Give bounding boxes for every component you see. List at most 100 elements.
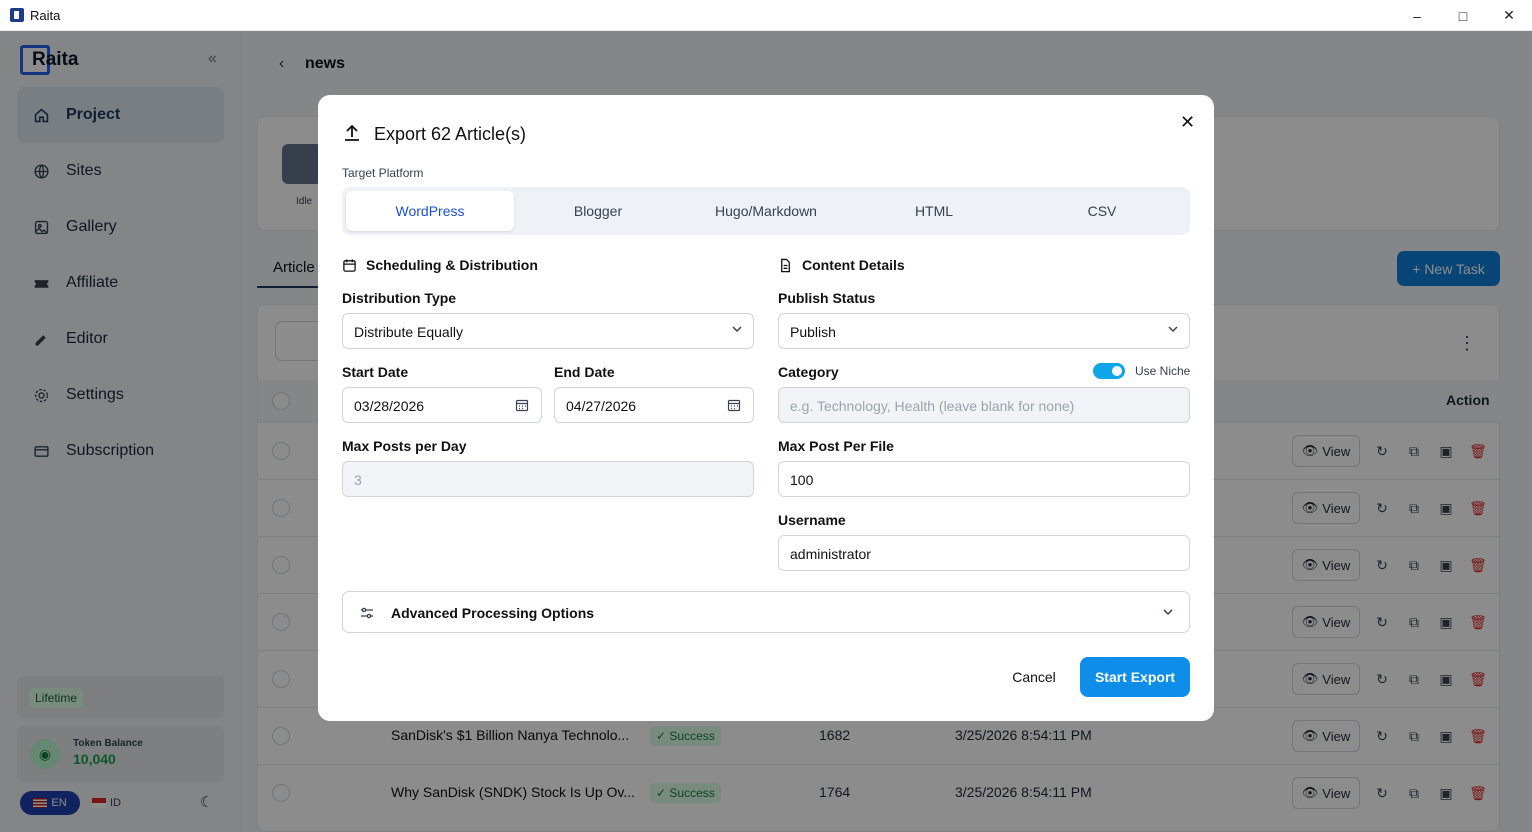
collapse-sidebar-icon[interactable]: « — [208, 50, 217, 67]
minimize-button[interactable]: – — [1413, 7, 1421, 24]
token-balance-card: ◉ Token Balance 10,040 — [17, 726, 224, 782]
row-title[interactable]: SanDisk's $1 Billion Nanya Technolo... — [391, 727, 630, 743]
copy-icon[interactable]: ⧉ — [1409, 727, 1419, 744]
view-button[interactable]: 👁 View — [1292, 720, 1360, 752]
copy-icon[interactable]: ⧉ — [1409, 670, 1419, 687]
end-date-input[interactable]: 04/27/2026 — [554, 387, 754, 423]
end-date-value: 04/27/2026 — [566, 398, 637, 414]
calendar-picker-icon[interactable] — [727, 398, 741, 412]
platform-wordpress[interactable]: WordPress — [346, 191, 514, 231]
image-icon[interactable]: ▣ — [1439, 442, 1453, 459]
bot-icon — [282, 144, 322, 184]
distribution-type-select[interactable]: Distribute Equally — [342, 313, 754, 349]
refresh-icon[interactable]: ↻ — [1376, 613, 1388, 630]
refresh-icon[interactable]: ↻ — [1376, 499, 1388, 516]
publish-status-select[interactable]: Publish — [778, 313, 1190, 349]
platform-html[interactable]: HTML — [914, 203, 954, 219]
export-dialog: Export 62 Article(s) ✕ Target Platform W… — [318, 95, 1214, 721]
select-all-checkbox[interactable] — [272, 392, 290, 410]
trash-icon[interactable]: 🗑 — [1469, 442, 1487, 459]
copy-icon[interactable]: ⧉ — [1409, 442, 1419, 459]
sidebar-item-label: Sites — [66, 162, 102, 179]
sidebar-item-gallery[interactable]: Gallery — [17, 199, 224, 255]
view-button[interactable]: 👁 View — [1292, 492, 1360, 524]
sidebar-item-subscription[interactable]: Subscription — [17, 423, 224, 479]
row-title[interactable]: Why SanDisk (SNDK) Stock Is Up Ov... — [391, 784, 636, 800]
platform-hugo-markdown[interactable]: Hugo/Markdown — [715, 203, 817, 219]
copy-icon[interactable]: ⧉ — [1409, 499, 1419, 516]
start-export-button[interactable]: Start Export — [1080, 657, 1190, 697]
row-checkbox[interactable] — [272, 613, 290, 631]
tab-article[interactable]: Article — [257, 246, 327, 288]
category-input[interactable]: e.g. Technology, Health (leave blank for… — [778, 387, 1190, 423]
maximize-button[interactable]: □ — [1458, 7, 1468, 24]
sidebar-item-editor[interactable]: Editor — [17, 311, 224, 367]
sidebar-item-affiliate[interactable]: Affiliate — [17, 255, 224, 311]
platform-csv[interactable]: CSV — [1087, 203, 1117, 219]
status-label: Idle — [296, 196, 313, 207]
image-icon — [34, 220, 49, 234]
image-icon[interactable]: ▣ — [1439, 613, 1453, 630]
max-post-per-file-input[interactable]: 100 — [778, 461, 1190, 497]
new-task-button[interactable]: + New Task — [1397, 251, 1500, 286]
cancel-button[interactable]: Cancel — [1012, 669, 1056, 685]
refresh-icon[interactable]: ↻ — [1376, 784, 1388, 801]
image-icon[interactable]: ▣ — [1439, 727, 1453, 744]
view-button[interactable]: 👁 View — [1292, 435, 1360, 467]
advanced-options-label: Advanced Processing Options — [391, 605, 595, 621]
row-checkbox[interactable] — [272, 499, 290, 517]
image-icon[interactable]: ▣ — [1439, 499, 1453, 516]
close-icon[interactable]: ✕ — [1180, 112, 1196, 132]
trash-icon[interactable]: 🗑 — [1469, 499, 1487, 516]
view-button[interactable]: 👁 View — [1292, 663, 1360, 695]
window-titlebar: Raita – □ ✕ — [0, 0, 1532, 31]
refresh-icon[interactable]: ↻ — [1376, 727, 1388, 744]
row-checkbox[interactable] — [272, 784, 290, 802]
content-tabs: Article — [257, 246, 1500, 288]
start-date-input[interactable]: 03/28/2026 — [342, 387, 542, 423]
row-checkbox[interactable] — [272, 670, 290, 688]
row-checkbox[interactable] — [272, 556, 290, 574]
row-checkbox[interactable] — [272, 442, 290, 460]
language-switcher: EN ID — [20, 791, 121, 815]
platform-blogger[interactable]: Blogger — [573, 203, 623, 219]
copy-icon[interactable]: ⧉ — [1409, 556, 1419, 573]
image-icon[interactable]: ▣ — [1439, 670, 1453, 687]
refresh-icon[interactable]: ↻ — [1376, 670, 1388, 687]
refresh-icon[interactable]: ↻ — [1376, 442, 1388, 459]
language-id-button[interactable]: ID — [92, 797, 121, 809]
username-input[interactable]: administrator — [778, 535, 1190, 571]
dark-mode-icon[interactable]: ☾ — [200, 794, 214, 811]
row-word-count: 1682 — [819, 727, 851, 743]
trash-icon[interactable]: 🗑 — [1469, 613, 1487, 630]
more-options-icon[interactable]: ⋮ — [1458, 333, 1476, 353]
refresh-icon[interactable]: ↻ — [1376, 556, 1388, 573]
trash-icon[interactable]: 🗑 — [1469, 727, 1487, 744]
view-button[interactable]: 👁 View — [1292, 606, 1360, 638]
view-button[interactable]: 👁 View — [1292, 549, 1360, 581]
close-window-button[interactable]: ✕ — [1503, 7, 1515, 23]
home-icon — [34, 108, 49, 122]
trash-icon[interactable]: 🗑 — [1469, 670, 1487, 687]
trash-icon[interactable]: 🗑 — [1469, 556, 1487, 573]
trash-icon[interactable]: 🗑 — [1469, 784, 1487, 801]
scheduling-section-title: Scheduling & Distribution — [342, 257, 538, 273]
view-button[interactable]: 👁 View — [1292, 777, 1360, 809]
table-row: Why SanDisk (SNDK) Stock Is Up Ov... ✓ Su… — [258, 764, 1501, 821]
row-checkbox[interactable] — [272, 727, 290, 745]
max-posts-per-day-input[interactable]: 3 — [342, 461, 754, 497]
sidebar-item-sites[interactable]: Sites — [17, 143, 224, 199]
category-label: Category — [778, 364, 839, 380]
language-en-button[interactable]: EN — [20, 791, 80, 815]
image-icon[interactable]: ▣ — [1439, 556, 1453, 573]
sidebar-item-settings[interactable]: Settings — [17, 367, 224, 423]
advanced-options-accordion[interactable]: Advanced Processing Options — [342, 591, 1190, 633]
back-icon[interactable]: ‹ — [279, 55, 285, 72]
image-icon[interactable]: ▣ — [1439, 784, 1453, 801]
sidebar-item-project[interactable]: Project — [17, 87, 224, 143]
copy-icon[interactable]: ⧉ — [1409, 784, 1419, 801]
status-badge: ✓ Success — [650, 783, 721, 803]
calendar-picker-icon[interactable] — [515, 398, 529, 412]
copy-icon[interactable]: ⧉ — [1409, 613, 1419, 630]
use-niche-toggle[interactable] — [1093, 363, 1125, 379]
